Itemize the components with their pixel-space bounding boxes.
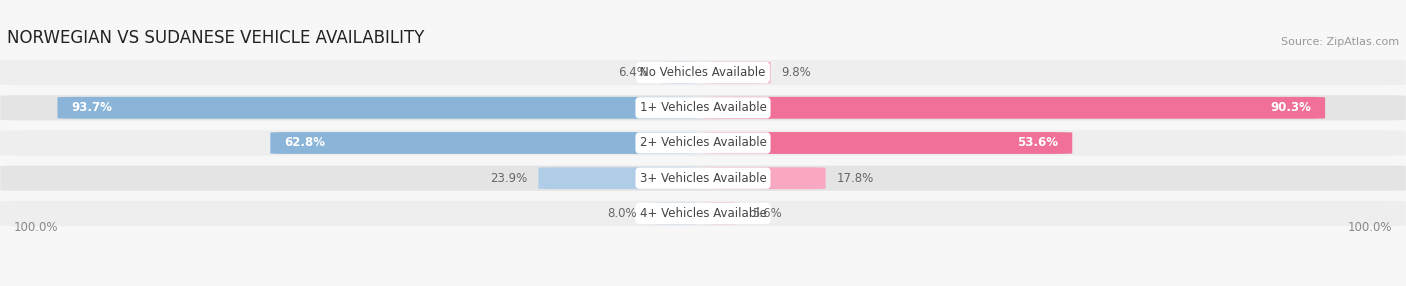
FancyBboxPatch shape [648, 202, 703, 224]
Text: 1+ Vehicles Available: 1+ Vehicles Available [640, 101, 766, 114]
Text: 2+ Vehicles Available: 2+ Vehicles Available [640, 136, 766, 150]
FancyBboxPatch shape [0, 95, 1406, 120]
FancyBboxPatch shape [270, 132, 703, 154]
Text: 8.0%: 8.0% [607, 207, 637, 220]
FancyBboxPatch shape [538, 167, 703, 189]
FancyBboxPatch shape [703, 132, 1073, 154]
Text: 93.7%: 93.7% [72, 101, 112, 114]
FancyBboxPatch shape [703, 202, 741, 224]
FancyBboxPatch shape [703, 97, 1324, 119]
FancyBboxPatch shape [703, 167, 825, 189]
Text: 100.0%: 100.0% [14, 221, 59, 234]
Text: 23.9%: 23.9% [491, 172, 527, 185]
Text: 5.6%: 5.6% [752, 207, 782, 220]
Text: 62.8%: 62.8% [284, 136, 325, 150]
FancyBboxPatch shape [58, 97, 703, 119]
Text: NORWEGIAN VS SUDANESE VEHICLE AVAILABILITY: NORWEGIAN VS SUDANESE VEHICLE AVAILABILI… [7, 29, 425, 47]
Text: 100.0%: 100.0% [1347, 221, 1392, 234]
Text: Source: ZipAtlas.com: Source: ZipAtlas.com [1281, 37, 1399, 47]
Text: 4+ Vehicles Available: 4+ Vehicles Available [640, 207, 766, 220]
Text: 90.3%: 90.3% [1271, 101, 1312, 114]
Text: 6.4%: 6.4% [619, 66, 648, 79]
FancyBboxPatch shape [659, 62, 703, 84]
FancyBboxPatch shape [0, 60, 1406, 85]
Text: 9.8%: 9.8% [782, 66, 811, 79]
Text: 17.8%: 17.8% [837, 172, 875, 185]
FancyBboxPatch shape [0, 130, 1406, 156]
FancyBboxPatch shape [703, 62, 770, 84]
Text: 53.6%: 53.6% [1018, 136, 1059, 150]
Text: No Vehicles Available: No Vehicles Available [640, 66, 766, 79]
Text: 3+ Vehicles Available: 3+ Vehicles Available [640, 172, 766, 185]
FancyBboxPatch shape [0, 166, 1406, 191]
FancyBboxPatch shape [0, 201, 1406, 226]
